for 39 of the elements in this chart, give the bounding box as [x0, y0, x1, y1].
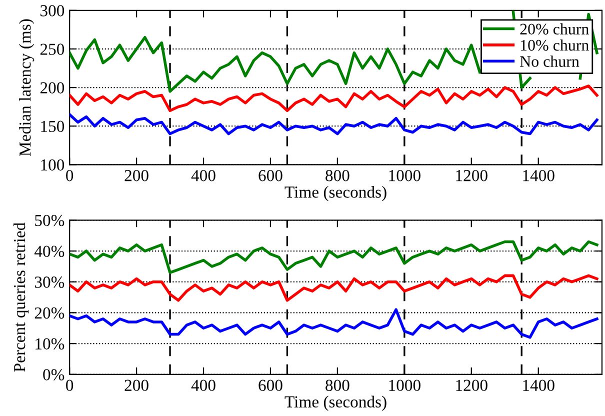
x-tick-label: 600: [258, 380, 282, 391]
x-tick-label: 1000: [389, 380, 420, 391]
x-tick-label: 200: [124, 380, 148, 391]
line-series: [70, 308, 598, 339]
x-tick-label: 0: [66, 170, 74, 182]
x-axis-title: Time (seconds): [284, 186, 386, 202]
x-tick-label: 200: [124, 170, 148, 182]
line-series: [70, 84, 598, 112]
y-tick-label: 50%: [35, 214, 64, 226]
line-series: [70, 240, 598, 274]
y-axis-title: Median latency (ms): [18, 19, 34, 156]
y-tick-label: 10%: [36, 338, 64, 350]
x-tick-label: 400: [191, 380, 216, 391]
y-tick-label: 300: [40, 5, 64, 16]
legend-label: 10% churn: [520, 39, 589, 51]
x-tick-label: 600: [258, 170, 282, 182]
y-tick-label: 20%: [34, 307, 64, 319]
x-tick-label: 1200: [456, 170, 488, 182]
y-tick-label: 100: [41, 159, 64, 171]
x-tick-label: 1400: [523, 170, 554, 182]
y-axis-title: Percent queries retried: [13, 222, 29, 372]
x-axis-title: Time (seconds): [284, 396, 386, 411]
x-tick-label: 1400: [523, 380, 554, 391]
x-tick-label: 0: [66, 380, 74, 391]
y-tick-label: 40%: [34, 246, 64, 258]
y-tick-label: 200: [40, 82, 64, 94]
legend-label: No churn: [520, 56, 580, 67]
y-tick-label: 250: [40, 44, 64, 55]
line-series: [70, 113, 598, 136]
x-tick-label: 1200: [456, 380, 488, 391]
y-tick-label: 30%: [34, 276, 64, 288]
y-tick-label: 150: [41, 120, 64, 132]
y-tick-label: 0%: [43, 369, 64, 380]
x-tick-label: 800: [326, 170, 350, 182]
x-tick-label: 1000: [389, 170, 420, 182]
line-series: [70, 274, 598, 302]
x-tick-label: 400: [191, 170, 216, 182]
legend-label: 20% churn: [520, 23, 589, 35]
x-tick-label: 800: [326, 380, 350, 391]
